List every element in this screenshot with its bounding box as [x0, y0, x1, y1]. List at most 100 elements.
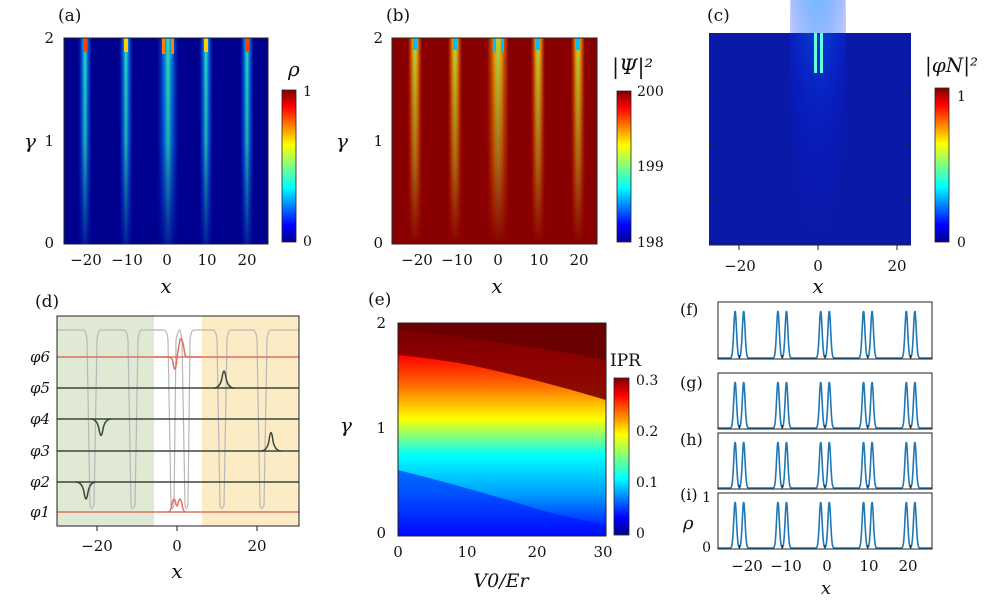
tip: [493, 38, 496, 52]
ytick-b-1: 1: [373, 132, 383, 150]
colorbar-label-b: |Ψ|²: [612, 55, 653, 80]
state-label-phi1: φ1: [30, 503, 50, 521]
xtick-i: 0: [822, 557, 832, 575]
xlabel-d: x: [171, 559, 182, 583]
heatmap-a-peak-neg10: [119, 38, 133, 244]
ytick-i-1: 1: [702, 490, 711, 506]
density-curve: [718, 310, 932, 359]
phi1-curve: [167, 498, 187, 513]
colorbar-b: [616, 90, 632, 243]
tip: [536, 38, 540, 50]
heatmap-b-dip-10: [531, 38, 545, 244]
cbar-tick-a: 1: [303, 84, 312, 100]
density-curve: [718, 441, 932, 489]
cbar-tick-e: 0.2: [636, 424, 658, 440]
tip: [245, 38, 249, 52]
xtick-a: −10: [111, 251, 143, 269]
tip: [501, 38, 504, 52]
heatmap-a-peak-neg20: [78, 38, 92, 244]
xtick-b: 10: [529, 251, 548, 269]
xtick-d: −20: [81, 537, 113, 555]
tip: [162, 38, 165, 54]
xtick-a: 10: [197, 251, 216, 269]
ytick-e-0: 0: [376, 524, 386, 542]
heatmap-b-dip-neg10: [448, 38, 462, 244]
xlabel-i: x: [821, 578, 831, 599]
panel-label-c: (c): [707, 6, 730, 26]
xtick-i: 20: [898, 557, 917, 575]
potential-curve: [57, 329, 299, 510]
cbar-tick-e: 0: [636, 526, 645, 542]
cbar-tick-c: 0: [957, 235, 966, 251]
ylabel-i: ρ: [682, 513, 694, 534]
xtick-d: 20: [247, 537, 266, 555]
colorbar-label-c: |φN|²: [925, 53, 978, 78]
panel-c: (c) x −20 0 20 |φN|² 1 0: [707, 0, 978, 298]
ytick-e-2: 2: [376, 314, 386, 332]
xtick-e: 30: [593, 543, 612, 561]
heatmap-c-tip: [814, 33, 817, 73]
xlabel-a: x: [160, 274, 171, 298]
density-subplots: [717, 301, 933, 550]
tip: [83, 38, 87, 52]
heatmap-b-dip-20: [571, 38, 585, 244]
cbar-tick-b: 198: [637, 235, 664, 251]
cbar-tick-b: 200: [637, 84, 664, 100]
xtick-d: 0: [172, 537, 182, 555]
ylabel-b: γ: [336, 129, 348, 153]
heatmap-a-top-tips: [83, 38, 249, 54]
subplot-frame: [717, 492, 933, 550]
tip: [171, 38, 174, 54]
xtick-c: 20: [887, 257, 906, 275]
tip: [453, 38, 457, 50]
panel-label-a: (a): [58, 6, 81, 26]
heatmap-a-peak-0: [157, 38, 179, 244]
xtick-b: 0: [493, 251, 503, 269]
xtick-i: 10: [859, 557, 878, 575]
panels-f-to-i: (f) (g) (h) (i) 1 0 ρ −20 −10 0 10 20 x: [680, 300, 933, 599]
phi2-dip: [75, 481, 97, 500]
tip: [576, 38, 580, 50]
state-label-phi5: φ5: [30, 379, 50, 397]
cbar-tick-c: 1: [957, 89, 966, 105]
xtick-a: −20: [70, 251, 102, 269]
xtick-b: −20: [401, 251, 433, 269]
ylabel-a: γ: [24, 129, 36, 153]
xtick-i: −10: [770, 557, 802, 575]
xtick-c: −20: [724, 257, 756, 275]
subplot-frame: [717, 432, 933, 490]
axes-frame-b: [391, 37, 598, 245]
tip: [124, 38, 128, 52]
phi4-dip: [90, 418, 112, 437]
phi5-peak: [213, 370, 235, 389]
ytick-b-2: 2: [373, 29, 383, 47]
colorbar-label-e: IPR: [610, 351, 642, 371]
heatmap-e-low-region: [398, 470, 606, 536]
panel-label-d: (d): [35, 292, 59, 312]
ticks-c: [709, 89, 911, 250]
ylabel-e: γ: [340, 413, 352, 437]
panel-label-h: (h): [680, 430, 703, 449]
xtick-b: −10: [441, 251, 473, 269]
ytick-a-0: 0: [44, 234, 54, 252]
xtick-c: 0: [813, 257, 823, 275]
xtick-e: 0: [393, 543, 403, 561]
axes-frame-a: [63, 37, 269, 245]
panel-label-e: (e): [368, 290, 391, 310]
state-label-phi4: φ4: [30, 410, 50, 428]
ytick-a-2: 2: [44, 29, 54, 47]
heatmap-b-streaks: [408, 38, 585, 244]
xtick-a: 20: [237, 251, 256, 269]
xtick-a: 0: [162, 251, 172, 269]
heatmap-e-top-band: [398, 323, 606, 360]
density-curve: [718, 501, 932, 549]
tip: [204, 38, 208, 52]
ytick-b-0: 0: [373, 234, 383, 252]
heatmap-a-streaks: [78, 38, 254, 244]
panel-label-f: (f): [680, 300, 698, 319]
xlabel-e: V0/Er: [473, 570, 530, 592]
colorbar-e: [613, 377, 630, 536]
state-label-phi3: φ3: [30, 442, 50, 460]
phi3-peak: [260, 431, 282, 452]
